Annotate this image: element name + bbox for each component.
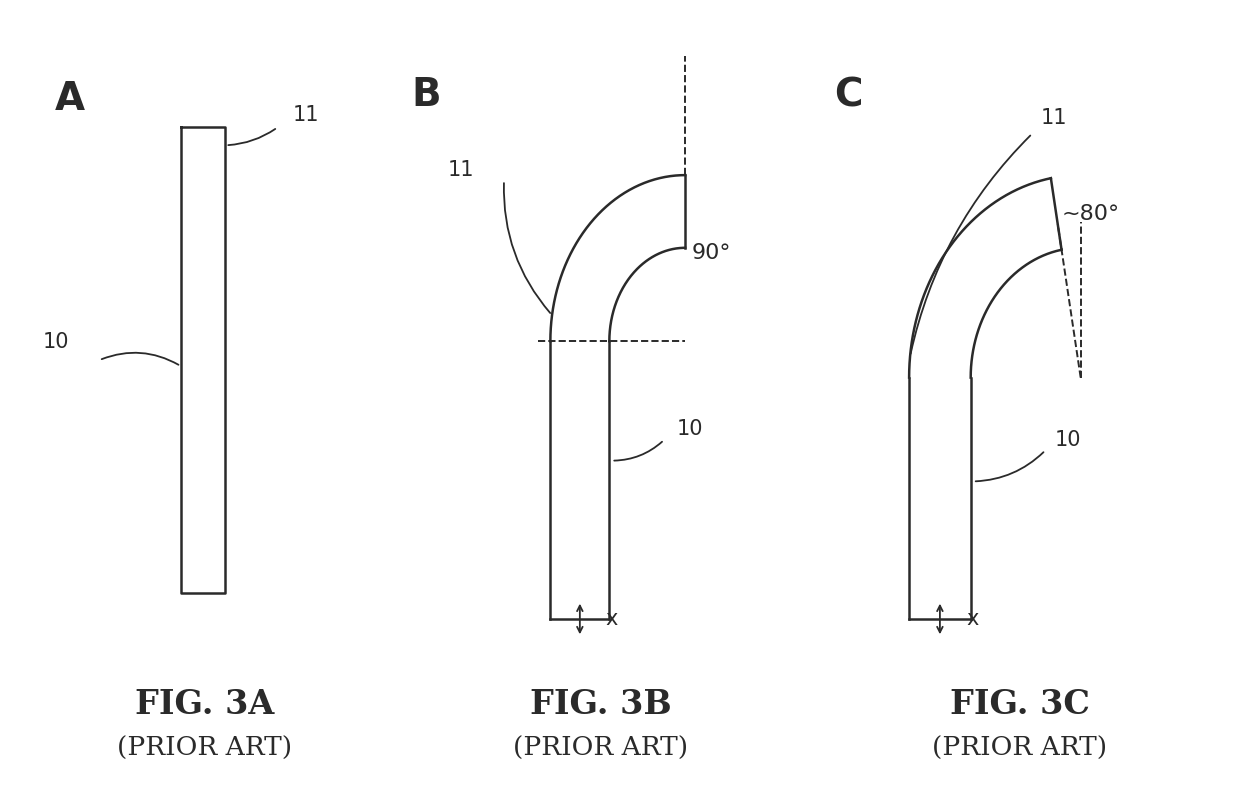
Text: 90°: 90°	[691, 243, 731, 263]
Text: 10: 10	[43, 332, 69, 353]
Text: FIG. 3B: FIG. 3B	[530, 688, 672, 721]
Text: (PRIOR ART): (PRIOR ART)	[116, 736, 292, 761]
Text: (PRIOR ART): (PRIOR ART)	[513, 736, 689, 761]
Text: A: A	[55, 80, 84, 118]
Text: ~80°: ~80°	[1062, 204, 1120, 224]
Text: x: x	[966, 609, 979, 629]
Text: 11: 11	[449, 160, 475, 180]
Text: 10: 10	[1054, 430, 1080, 450]
Text: C: C	[834, 76, 862, 115]
Text: x: x	[605, 609, 617, 629]
Text: FIG. 3A: FIG. 3A	[135, 688, 274, 721]
Text: B: B	[411, 76, 441, 115]
Text: FIG. 3C: FIG. 3C	[950, 688, 1089, 721]
Text: 11: 11	[1041, 108, 1068, 128]
Text: 11: 11	[292, 105, 318, 126]
Text: 10: 10	[676, 419, 704, 439]
Text: (PRIOR ART): (PRIOR ART)	[932, 736, 1108, 761]
